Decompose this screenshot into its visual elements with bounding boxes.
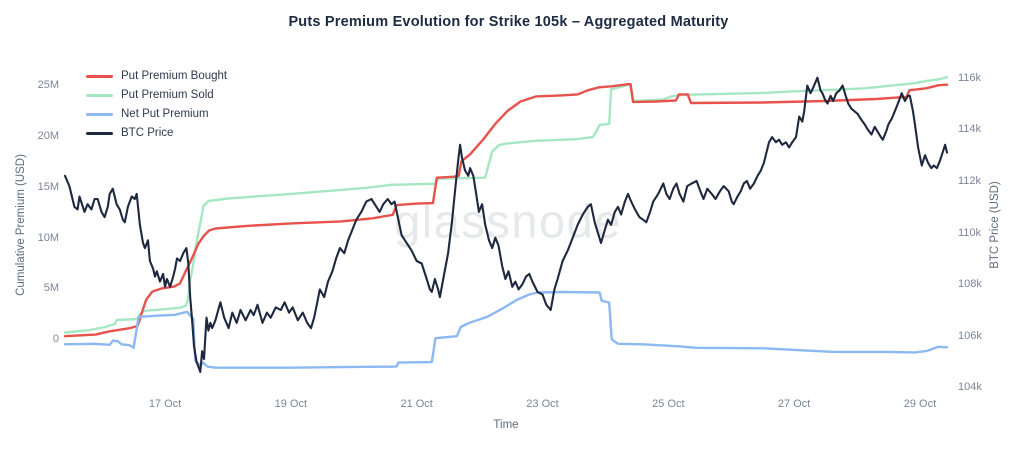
y-axis-right-title: BTC Price (USD) (989, 181, 1001, 269)
y-axis-left-title: Cumulative Premium (USD) (15, 154, 27, 296)
y-right-tick-label: 106k (958, 329, 982, 342)
y-right-tick-label: 104k (958, 381, 982, 394)
y-right-tick-label: 116k (958, 71, 982, 84)
legend-line-swatch-icon (86, 112, 113, 116)
series-line-put-premium-sold[interactable] (63, 75, 949, 334)
y-right-tick-label: 108k (958, 278, 982, 291)
legend-line-swatch-icon (86, 74, 113, 78)
legend-label: BTC Price (121, 127, 174, 139)
series-line-net-put-premium[interactable] (63, 290, 949, 369)
legend-item-btc-price[interactable]: BTC Price (86, 127, 227, 139)
legend-label: Net Put Premium (121, 108, 209, 120)
y-left-tick-label: 10M (37, 231, 59, 244)
series-line-btc-price[interactable] (63, 76, 949, 373)
y-left-tick-label: 20M (37, 130, 59, 143)
x-tick-label: 19 Oct (274, 398, 308, 410)
legend-line-swatch-icon (86, 93, 113, 97)
x-tick-label: 23 Oct (526, 398, 559, 410)
x-tick-label: 21 Oct (400, 398, 433, 410)
legend-line-swatch-icon (86, 131, 113, 135)
y-right-tick-label: 112k (958, 174, 982, 187)
legend-label: Put Premium Bought (121, 70, 228, 82)
y-right-tick-label: 110k (958, 226, 982, 239)
x-tick-label: 27 Oct (777, 398, 811, 410)
y-left-tick-label: 15M (37, 180, 59, 193)
legend: Put Premium Bought Put Premium Sold Net Pu… (86, 70, 227, 146)
x-tick-label: 17 Oct (148, 398, 182, 410)
y-left-tick-label: 25M (37, 79, 59, 92)
chart-title: Puts Premium Evolution for Strike 105k –… (288, 14, 729, 30)
legend-item-net-put-premium[interactable]: Net Put Premium (86, 108, 227, 120)
y-right-tick-label: 114k (958, 123, 982, 136)
legend-item-put-premium-sold[interactable]: Put Premium Sold (86, 89, 227, 101)
x-tick-label: 29 Oct (903, 398, 937, 410)
y-left-tick-label: 5M (43, 282, 59, 295)
y-left-tick-label: 0 (52, 333, 59, 346)
legend-item-put-premium-bought[interactable]: Put Premium Bought (86, 70, 227, 82)
x-tick-label: 25 Oct (652, 398, 685, 410)
legend-label: Put Premium Sold (121, 89, 214, 101)
x-axis-title: Time (493, 419, 519, 431)
